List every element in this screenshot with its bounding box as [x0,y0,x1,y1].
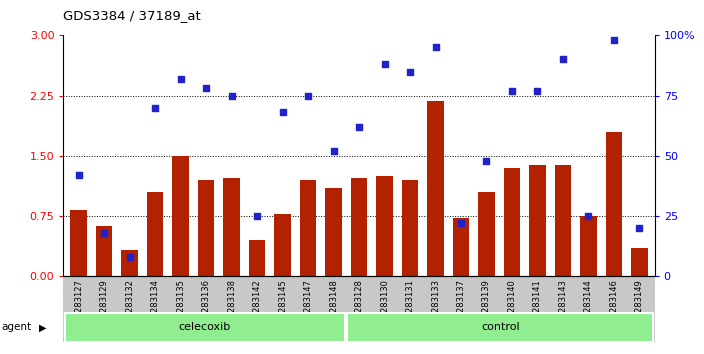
Point [226,93,237,98]
Bar [172,156,189,276]
Text: agent: agent [1,322,32,332]
Bar [147,192,163,276]
Point [558,57,569,62]
Point [251,213,263,219]
Bar [351,178,367,276]
Point [99,230,110,236]
Bar [275,213,291,276]
Bar [325,188,342,276]
Point [201,86,212,91]
Bar [555,165,571,276]
Point [353,124,365,130]
Point [328,148,339,154]
Bar [249,240,265,276]
Bar [503,168,520,276]
Point [149,105,161,110]
Point [634,225,645,231]
Point [73,172,84,178]
Bar [65,313,345,342]
Point [455,220,467,226]
Point [277,110,288,115]
Point [481,158,492,164]
Bar [198,180,215,276]
Bar [631,248,648,276]
Bar [402,180,418,276]
Bar [223,178,240,276]
Bar [300,180,316,276]
Point [608,38,620,43]
Text: celecoxib: celecoxib [179,322,231,332]
Bar [376,176,393,276]
Point [430,45,441,50]
Point [379,62,390,67]
Point [303,93,314,98]
Text: ▶: ▶ [39,322,46,332]
Bar [453,218,470,276]
Point [404,69,415,74]
Point [124,254,135,260]
Bar [529,165,546,276]
Bar [427,101,444,276]
Bar [580,216,597,276]
Bar [605,132,622,276]
Bar [121,250,138,276]
Bar [348,313,653,342]
Bar [70,210,87,276]
Text: control: control [481,322,520,332]
Point [175,76,187,81]
Point [532,88,543,93]
Text: GDS3384 / 37189_at: GDS3384 / 37189_at [63,9,201,22]
Point [583,213,594,219]
Point [506,88,517,93]
Bar [478,192,495,276]
Bar [96,226,113,276]
